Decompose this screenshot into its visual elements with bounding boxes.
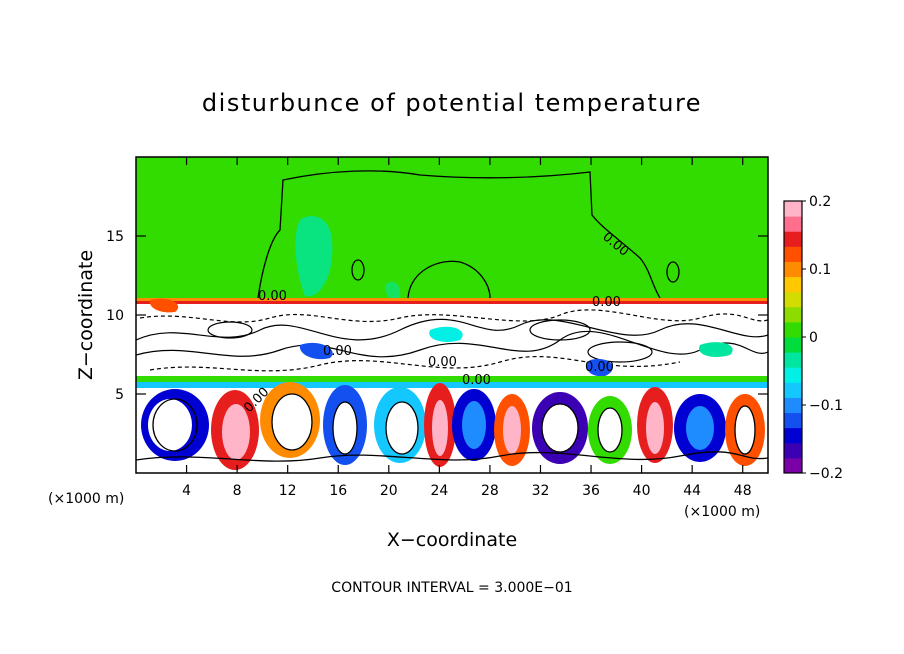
lower-band-cyan <box>136 382 768 388</box>
cyan-patch-2 <box>385 281 401 302</box>
x-axis: 4 8 12 16 20 24 28 32 36 40 44 48 <box>182 157 752 499</box>
colorbar-segment <box>784 457 802 474</box>
x-tick-label: 40 <box>633 483 651 499</box>
x-tick-label: 24 <box>430 483 448 499</box>
lower-band-green <box>136 376 768 382</box>
cyan-patch <box>295 216 333 297</box>
colorbar: 0.2 0.1 0 −0.1 −0.2 <box>783 194 843 482</box>
colorbar-tick-label: 0.1 <box>809 262 831 278</box>
upper-contours <box>257 170 680 299</box>
colorbar-segment <box>784 201 802 217</box>
x-tick-label: 36 <box>582 483 600 499</box>
plot-area <box>136 157 768 473</box>
upper-region <box>136 157 768 305</box>
x-tick-label: 16 <box>329 483 347 499</box>
x-axis-label: X−coordinate <box>387 529 517 551</box>
colorbar-segment <box>784 412 802 429</box>
chart-title: disturbunce of potential temperature <box>202 89 702 117</box>
colorbar-segment <box>784 397 802 414</box>
x-tick-label: 20 <box>380 483 398 499</box>
colorbar-tick-label: −0.1 <box>809 398 843 414</box>
colorbar-segment <box>784 367 802 383</box>
contour-label: 0.00 <box>585 360 614 375</box>
x-tick-label: 32 <box>532 483 550 499</box>
x-tick-label: 48 <box>734 483 752 499</box>
colorbar-segment <box>784 276 802 293</box>
y-axis-label: Z−coordinate <box>75 250 97 380</box>
colorbar-tick-label: 0.2 <box>809 194 831 210</box>
y-tick-label: 10 <box>106 308 124 324</box>
colorbar-segment <box>784 442 802 459</box>
colorbar-segment <box>784 321 802 338</box>
x-unit-left: (×1000 m) <box>48 491 124 507</box>
x-tick-label: 44 <box>683 483 701 499</box>
contour-label: 0.00 <box>258 289 287 304</box>
x-tick-label: 12 <box>279 483 297 499</box>
x-tick-label: 28 <box>481 483 499 499</box>
x-tick-label: 4 <box>182 483 191 499</box>
x-unit-right: (×1000 m) <box>684 504 760 520</box>
contour-label: 0.00 <box>592 295 621 310</box>
y-axis: 5 10 15 <box>106 229 768 403</box>
middle-features <box>136 309 768 372</box>
colorbar-segment <box>784 382 802 398</box>
colorbar-segment <box>784 306 802 323</box>
y-tick-label: 15 <box>106 229 124 245</box>
lower-contours <box>136 393 768 462</box>
lower-cells <box>141 382 765 470</box>
x-tick-label: 8 <box>233 483 242 499</box>
colorbar-segment <box>784 216 802 232</box>
colorbar-segment <box>784 337 802 353</box>
contour-label: 0.00 <box>428 355 457 370</box>
warm-layer-2 <box>136 301 768 304</box>
colorbar-segment <box>784 261 802 278</box>
contour-label: 0.00 <box>323 344 352 359</box>
colorbar-tick-label: 0 <box>809 330 818 346</box>
colorbar-tick-label: −0.2 <box>809 466 843 482</box>
colorbar-segment <box>784 291 802 308</box>
colorbar-segment <box>784 427 802 444</box>
middle-colored-patches <box>149 298 733 377</box>
contour-labels: 0.000.000.000.000.000.000.000.00 <box>241 230 631 416</box>
y-tick-label: 5 <box>115 387 124 403</box>
contour-label: 0.00 <box>462 373 491 388</box>
contour-interval-text: CONTOUR INTERVAL = 3.000E−01 <box>331 580 572 596</box>
colorbar-segment <box>784 246 802 262</box>
warm-layer <box>136 298 768 301</box>
colorbar-segment <box>784 352 802 368</box>
colorbar-segment <box>784 231 802 247</box>
